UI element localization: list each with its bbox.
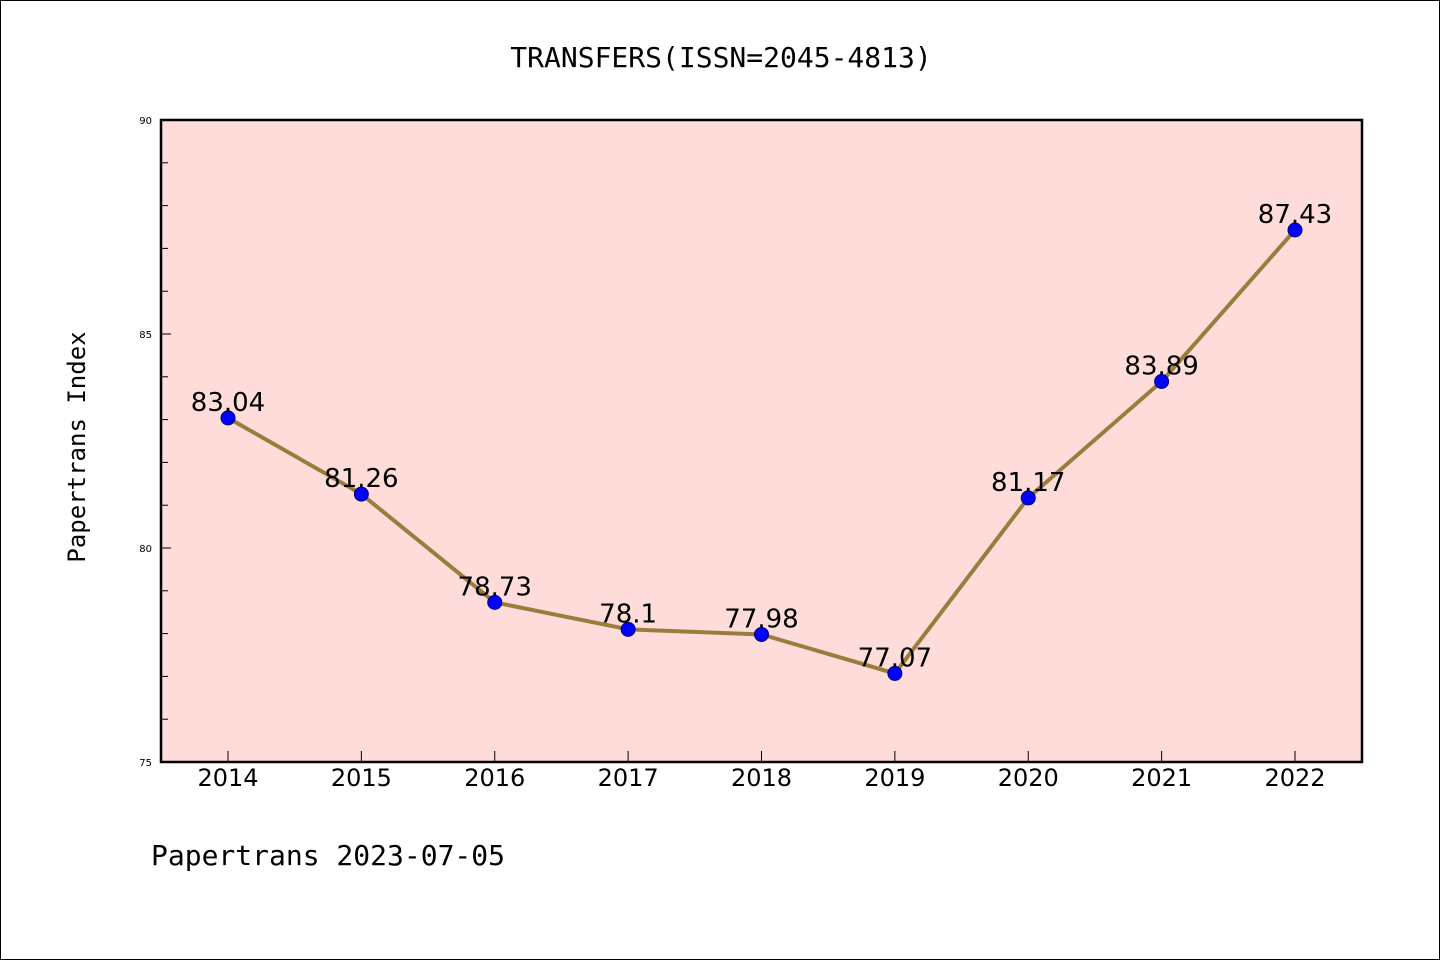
x-tick-label: 2021 — [1131, 764, 1192, 792]
data-markers — [220, 222, 1303, 681]
data-point-marker — [1020, 490, 1036, 506]
data-point-marker — [353, 486, 369, 502]
data-point-marker — [487, 594, 503, 610]
data-point-label: 77.07 — [858, 643, 932, 673]
chart-title: TRANSFERS(ISSN=2045-4813) — [510, 41, 931, 74]
x-tick-label: 2019 — [864, 764, 925, 792]
data-point-marker — [620, 621, 636, 637]
data-point-marker — [220, 410, 236, 426]
data-point-marker — [1154, 374, 1170, 390]
x-tick-label: 2020 — [998, 764, 1059, 792]
data-point-label: 81.17 — [991, 468, 1065, 498]
x-tick-label: 2015 — [331, 764, 392, 792]
data-point-label: 81.26 — [324, 464, 398, 494]
data-point-label: 83.89 — [1124, 352, 1198, 382]
y-tick-label: 75 — [139, 758, 152, 769]
data-point-marker — [754, 626, 769, 642]
y-tick-label: 80 — [139, 544, 152, 555]
data-labels: 83.04 81.26 78.73 78.1 77.98 77.07 81.17 83.89 8… — [191, 200, 1332, 673]
y-axis-label: Papertrans Index — [63, 331, 91, 562]
data-point-label: 83.04 — [191, 388, 265, 418]
x-tick-label: 2017 — [598, 764, 659, 792]
x-tick-label: 2014 — [197, 764, 258, 792]
data-point-label: 78.1 — [599, 599, 657, 629]
y-tick-label: 90 — [139, 116, 152, 127]
footer-caption: Papertrans 2023-07-05 — [151, 839, 505, 872]
y-tick-label: 85 — [139, 330, 152, 341]
plot-frame — [159, 118, 1364, 764]
data-point-marker — [887, 665, 903, 681]
plot-area — [161, 120, 1362, 762]
data-point-marker — [1287, 222, 1303, 238]
data-point-label: 78.73 — [458, 572, 532, 602]
data-point-label: 87.43 — [1258, 200, 1332, 230]
x-tick-label: 2018 — [731, 764, 792, 792]
x-tick-label: 2022 — [1264, 764, 1325, 792]
data-point-label: 77.98 — [724, 604, 798, 634]
x-tick-label: 2016 — [464, 764, 525, 792]
x-axis-ticks: 2014 2015 2016 2017 2018 2019 2020 2021 2022 — [197, 751, 1326, 792]
